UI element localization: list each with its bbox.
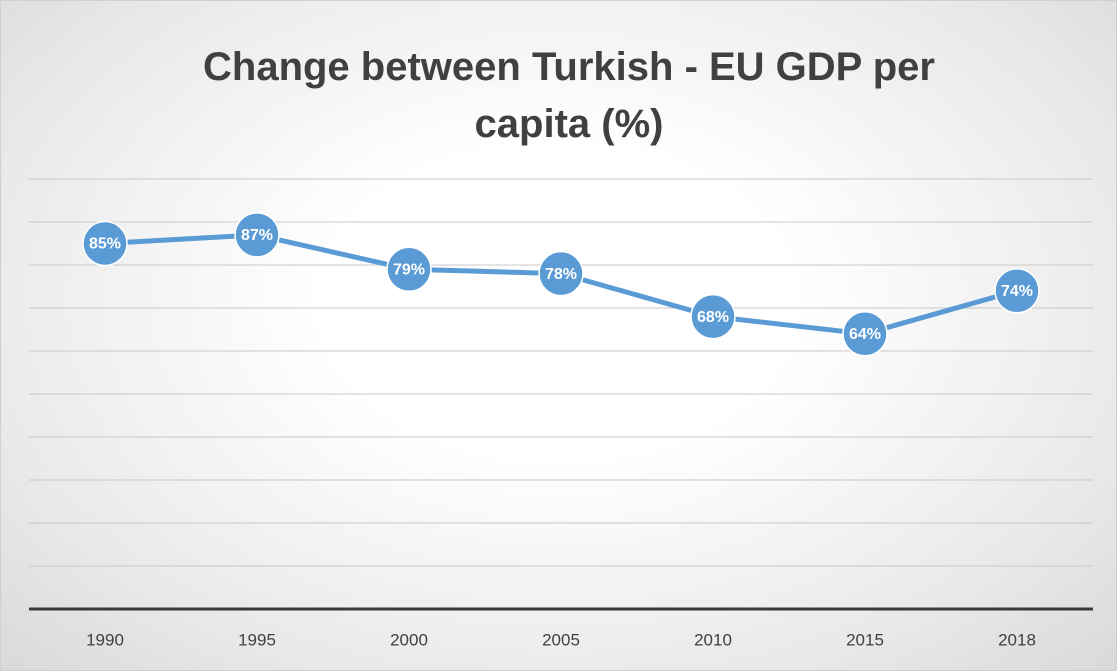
data-label: 68%	[697, 309, 729, 326]
marker	[538, 250, 584, 297]
marker	[386, 246, 432, 293]
marker	[82, 220, 128, 267]
data-label: 87%	[241, 227, 273, 244]
data-label: 85%	[89, 236, 121, 253]
x-tick-label: 1990	[86, 630, 124, 649]
data-label: 78%	[545, 266, 577, 283]
chart-title: Change between Turkish - EU GDP per capi…	[203, 45, 935, 146]
marker	[234, 212, 280, 258]
x-tick-label: 2005	[542, 630, 580, 649]
x-tick-label: 2018	[998, 630, 1036, 649]
marker	[994, 268, 1040, 314]
data-label: 79%	[393, 262, 425, 279]
x-tick-label: 2010	[694, 630, 732, 649]
x-tick-label: 2015	[846, 630, 884, 649]
x-tick-label: 1995	[238, 630, 276, 649]
marker	[842, 311, 888, 357]
data-label: 64%	[849, 326, 881, 343]
x-tick-label: 2000	[390, 630, 428, 649]
data-label: 74%	[1001, 283, 1033, 300]
marker	[690, 293, 736, 340]
